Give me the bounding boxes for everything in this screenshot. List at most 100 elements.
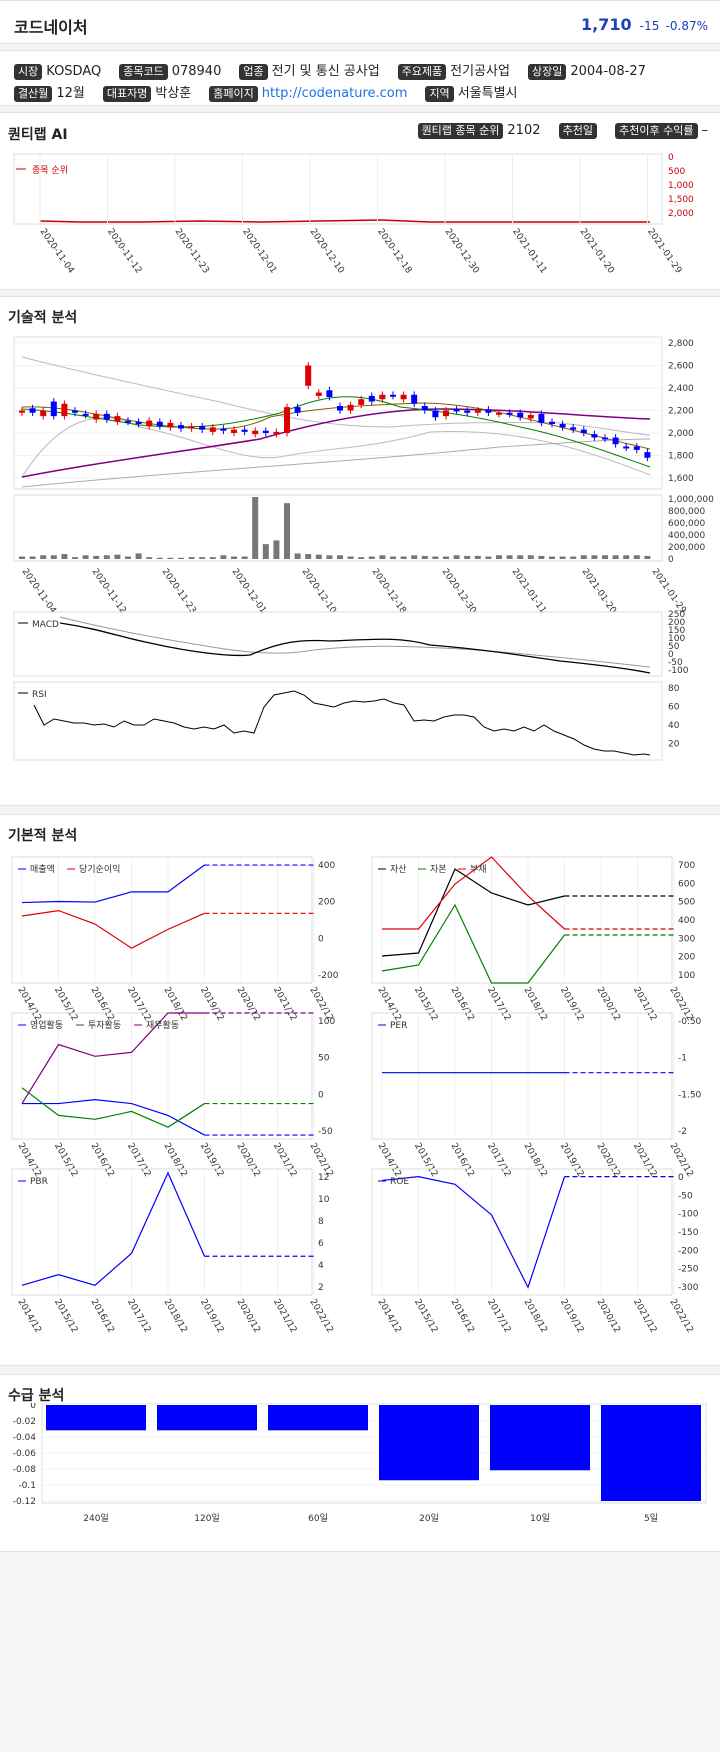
supply-x-tick: 5일: [644, 1513, 658, 1524]
volume-bar: [517, 555, 524, 559]
volume-y-tick: 400,000: [668, 531, 705, 541]
rank-x-tick: 2020-12-18: [375, 227, 413, 276]
ma-20: [21, 396, 651, 468]
fund-x-tick: 2020/12: [234, 1298, 261, 1335]
info-code: 종목코드 078940: [119, 64, 221, 80]
fund-y-tick: 700: [678, 861, 695, 871]
fund-x-tick: 2014/12: [375, 1298, 402, 1335]
ma-120: [21, 408, 651, 478]
quant-card: 퀀티랩 AI 퀀티랩 종목 순위 2102 추천일 추천이후 수익률 – 종목 순위…: [0, 112, 720, 290]
info-value: 전기 및 통신 공사업: [271, 64, 380, 79]
candle-body: [453, 409, 460, 412]
ma-60: [21, 402, 651, 450]
fund-series-line: [381, 1176, 566, 1289]
fund-x-tick: 2014/12: [375, 1142, 402, 1179]
candle-body: [337, 406, 343, 411]
volume-bar: [61, 554, 68, 559]
supply-bar: [268, 1405, 368, 1431]
macd-y-tick: 100: [668, 634, 685, 644]
fund-x-tick: 2021/12: [271, 1298, 298, 1335]
fund-x-tick: 2020/12: [234, 986, 261, 1023]
info-market: 시장 KOSDAQ: [14, 64, 101, 80]
fund-legend-label: 투자활동: [88, 1019, 121, 1031]
fund-x-tick: 2019/12: [198, 1298, 225, 1335]
fund-series-line: [381, 903, 565, 984]
candle-body: [602, 437, 608, 440]
fund-y-tick: 4: [318, 1261, 324, 1271]
info-label: 홈페이지: [209, 86, 258, 102]
fund-y-tick: 50: [318, 1054, 330, 1064]
fund-y-tick: -200: [678, 1246, 699, 1256]
rsi-y-tick: 20: [668, 740, 680, 750]
volume-bar: [294, 553, 301, 559]
candle-body: [294, 407, 301, 413]
tech-x-tick: 2021-01-29: [650, 567, 688, 616]
info-label: 결산월: [14, 86, 53, 102]
rsi-ticks: 80 60 40 20: [668, 684, 680, 750]
volume-bar: [411, 555, 418, 559]
volume-bar: [262, 544, 269, 559]
candle-body: [284, 407, 290, 433]
candle-body: [633, 446, 640, 450]
fund-y-tick: 6: [318, 1239, 324, 1249]
volume-bar: [390, 556, 396, 559]
macd-y-tick: 150: [668, 626, 685, 636]
fund-x-tick: 2018/12: [521, 1298, 548, 1335]
header-card: 코드네이처 1,710 -15 -0.87%: [0, 0, 720, 44]
price-y-tick: 2,400: [668, 384, 694, 394]
volume-bar: [199, 557, 206, 559]
fund-legend-label: 매출액: [30, 863, 55, 875]
fund-x-tick: 2022/12: [307, 1298, 334, 1335]
quant-title: 퀀티랩 AI: [8, 127, 68, 143]
fund-x-tick: 2017/12: [125, 986, 152, 1023]
rank-chart-frame: [13, 153, 663, 225]
volume-bar: [432, 556, 439, 559]
volume-bar: [591, 555, 598, 559]
fund-x-tick: 2015/12: [412, 1142, 439, 1179]
price-ticks: 2,800 2,600 2,400 2,200 2,000 1,800 1,600: [14, 339, 694, 484]
fund-y-tick: 0: [678, 1173, 684, 1183]
candle-body: [199, 426, 206, 430]
fund-x-tick: 2017/12: [485, 1142, 512, 1179]
volume-bar: [82, 555, 89, 559]
price-y-tick: 2,800: [668, 339, 694, 349]
candle-body: [40, 410, 47, 417]
fund-x-tick: 2020/12: [594, 986, 621, 1023]
rsi-legend: RSI: [32, 690, 47, 700]
rsi-y-tick: 80: [668, 684, 680, 694]
fund-y-tick: -50: [318, 1127, 333, 1137]
homepage-link[interactable]: http://codenature.com: [261, 86, 408, 101]
volume-bars: [19, 497, 651, 559]
fund-x-tick: 2014/12: [15, 1298, 42, 1335]
info-homepage: 홈페이지 http://codenature.com: [209, 86, 407, 102]
fund-chart-c5: 2014/12 2015/12 2016/12 2017/12 2018/12 2019/…: [11, 1168, 335, 1335]
volume-bar: [464, 555, 471, 559]
candle-body: [19, 410, 25, 413]
macd-y-tick: -100: [668, 666, 689, 676]
macd-panel-frame: [13, 611, 663, 677]
candle-body: [315, 392, 322, 396]
fund-y-tick: -0.50: [678, 1017, 702, 1027]
volume-bar: [220, 555, 227, 559]
candle-body: [644, 452, 651, 458]
fund-x-tick: 2017/12: [485, 1298, 512, 1335]
candle-body: [580, 429, 587, 433]
info-label: 종목코드: [119, 64, 168, 80]
fund-x-tick: 2018/12: [521, 1142, 548, 1179]
supply-bar: [157, 1405, 257, 1431]
info-label: 대표자명: [102, 86, 152, 102]
fund-legend-label: 부채: [470, 864, 487, 875]
volume-bar: [602, 555, 608, 559]
candle-body: [82, 413, 89, 416]
price-y-tick: 1,600: [668, 474, 694, 484]
candle-body: [549, 421, 555, 424]
fund-y-tick: 200: [678, 953, 695, 963]
volume-bar: [337, 555, 343, 559]
info-fiscal-month: 결산월 12월: [14, 82, 85, 102]
volume-bar: [40, 555, 47, 559]
fund-y-tick: -300: [678, 1283, 699, 1293]
volume-bar: [188, 557, 195, 559]
candle-body: [464, 410, 471, 413]
volume-bar: [178, 557, 184, 559]
